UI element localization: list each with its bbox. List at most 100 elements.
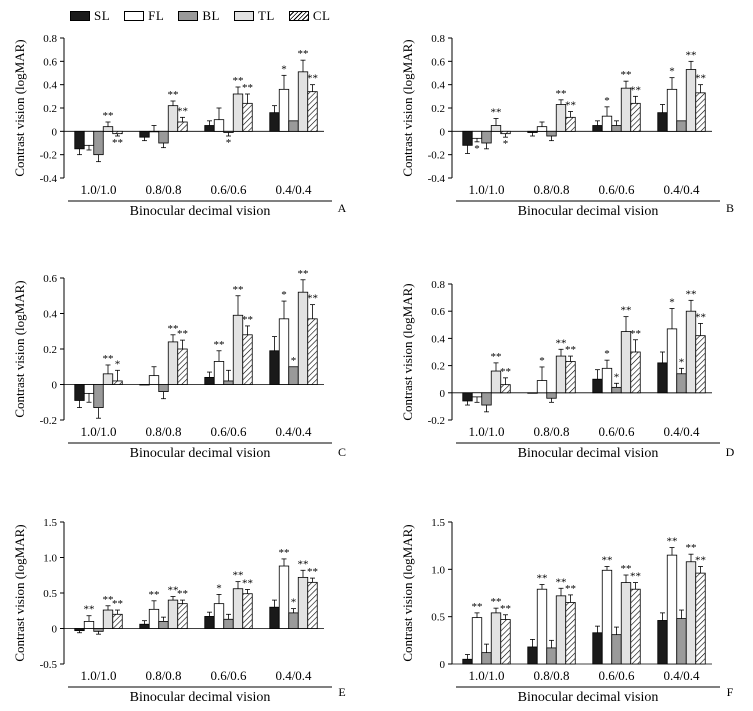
x-category-label: 0.4/0.4 bbox=[275, 668, 312, 683]
y-tick-label: 0.4 bbox=[431, 80, 445, 92]
significance-mark: ** bbox=[491, 596, 502, 608]
bar-bl bbox=[93, 130, 104, 156]
x-axis-label: Binocular decimal vision bbox=[518, 690, 659, 705]
significance-mark: ** bbox=[565, 583, 576, 595]
bar-tl bbox=[167, 341, 179, 385]
x-category-label: 1.0/1.0 bbox=[80, 668, 116, 683]
bar-cl bbox=[112, 130, 123, 135]
x-axis-label: Binocular decimal vision bbox=[130, 204, 271, 219]
bar-fl bbox=[213, 603, 225, 629]
bar-fl bbox=[213, 119, 225, 132]
significance-mark: ** bbox=[686, 288, 697, 300]
bar-fl bbox=[213, 361, 225, 385]
y-axis-label: Contrast vision (logMAR) bbox=[400, 524, 415, 661]
bar-fl bbox=[471, 617, 483, 665]
significance-mark: * bbox=[669, 66, 675, 78]
bar-tl bbox=[102, 609, 114, 629]
bar-cl bbox=[112, 380, 123, 385]
significance-mark: ** bbox=[112, 137, 123, 149]
x-axis-label: Binocular decimal vision bbox=[518, 204, 659, 219]
bar-bl bbox=[223, 130, 234, 133]
bar-cl bbox=[565, 361, 576, 394]
bar-tl bbox=[555, 355, 567, 394]
bar-fl bbox=[83, 130, 95, 146]
bar-bl bbox=[676, 120, 687, 132]
x-category-label: 0.4/0.4 bbox=[275, 424, 312, 439]
bar-tl bbox=[102, 126, 114, 132]
significance-mark: * bbox=[679, 356, 685, 368]
y-tick-label: 0 bbox=[52, 624, 58, 636]
y-tick-label: 0.2 bbox=[431, 103, 445, 115]
significance-mark: ** bbox=[537, 572, 548, 584]
significance-mark: ** bbox=[565, 100, 576, 112]
significance-mark: * bbox=[474, 143, 480, 155]
significance-mark: ** bbox=[307, 293, 318, 305]
significance-mark: * bbox=[614, 371, 620, 383]
bar-sl bbox=[462, 658, 473, 665]
significance-mark: ** bbox=[233, 284, 244, 296]
bar-cl bbox=[177, 348, 188, 385]
bar-tl bbox=[490, 125, 502, 132]
bar-fl bbox=[278, 88, 290, 132]
bar-bl bbox=[223, 380, 234, 385]
bar-fl bbox=[278, 565, 290, 629]
bar-sl bbox=[204, 376, 215, 385]
y-tick-label: 0.4 bbox=[431, 333, 445, 345]
bar-tl bbox=[232, 588, 244, 629]
bar-fl bbox=[601, 367, 613, 394]
significance-mark: ** bbox=[556, 576, 567, 588]
bar-cl bbox=[112, 613, 123, 629]
x-category-label: 1.0/1.0 bbox=[80, 182, 116, 197]
y-tick-label: -0.2 bbox=[40, 150, 57, 162]
bar-sl bbox=[527, 392, 538, 394]
bar-fl bbox=[536, 588, 548, 665]
y-tick-label: 0.4 bbox=[43, 80, 57, 92]
panel-label: A bbox=[338, 201, 347, 215]
y-tick-label: 0 bbox=[52, 380, 58, 392]
y-axis-label: Contrast vision (logMAR) bbox=[12, 39, 27, 176]
bar-cl bbox=[630, 588, 641, 665]
bar-sl bbox=[269, 112, 280, 132]
x-category-label: 1.0/1.0 bbox=[468, 668, 504, 683]
significance-mark: * bbox=[604, 95, 610, 107]
x-category-label: 0.6/0.6 bbox=[598, 182, 635, 197]
significance-mark: ** bbox=[177, 588, 188, 600]
y-tick-label: 0 bbox=[52, 126, 58, 138]
bar-sl bbox=[269, 606, 280, 629]
x-category-label: 0.6/0.6 bbox=[598, 424, 635, 439]
chart-panel-d: -0.2 0 0.2 0.4 0.6 0.8 Contrast vision (logMAR… bbox=[400, 279, 735, 461]
bar-fl bbox=[471, 392, 483, 398]
bar-fl bbox=[148, 130, 160, 133]
significance-mark: * bbox=[291, 597, 297, 609]
bar-fl bbox=[666, 328, 678, 394]
x-category-label: 0.8/0.8 bbox=[533, 182, 569, 197]
significance-mark: ** bbox=[500, 366, 511, 378]
panel-label: C bbox=[338, 445, 346, 459]
significance-mark: ** bbox=[242, 82, 253, 94]
bar-bl bbox=[676, 373, 687, 394]
x-axis-label: Binocular decimal vision bbox=[130, 690, 271, 705]
panel-label: B bbox=[726, 201, 734, 215]
bar-cl bbox=[500, 384, 511, 394]
bar-fl bbox=[536, 126, 548, 132]
chart-legend: SL FL BL TL CL bbox=[70, 6, 344, 26]
bar-sl bbox=[462, 392, 473, 402]
bar-sl bbox=[74, 384, 85, 401]
chart-panel-a: -0.4 -0.2 0 0.2 0.4 0.6 0.8 Contrast vision (lo… bbox=[12, 33, 347, 219]
significance-mark: * bbox=[604, 348, 610, 360]
bar-fl bbox=[148, 375, 160, 385]
significance-mark: ** bbox=[103, 353, 114, 365]
x-axis-label: Binocular decimal vision bbox=[518, 446, 659, 461]
significance-mark: * bbox=[291, 355, 297, 367]
x-category-label: 1.0/1.0 bbox=[468, 424, 504, 439]
x-category-label: 0.8/0.8 bbox=[145, 668, 181, 683]
bar-sl bbox=[657, 620, 668, 665]
y-tick-label: -0.5 bbox=[40, 659, 58, 671]
y-tick-label: 0.6 bbox=[431, 306, 445, 318]
y-tick-label: 0 bbox=[440, 659, 446, 671]
bar-tl bbox=[167, 599, 179, 629]
x-category-label: 1.0/1.0 bbox=[80, 424, 116, 439]
significance-mark: ** bbox=[556, 337, 567, 349]
y-axis-label: Contrast vision (logMAR) bbox=[12, 280, 27, 417]
bar-cl bbox=[565, 116, 576, 132]
